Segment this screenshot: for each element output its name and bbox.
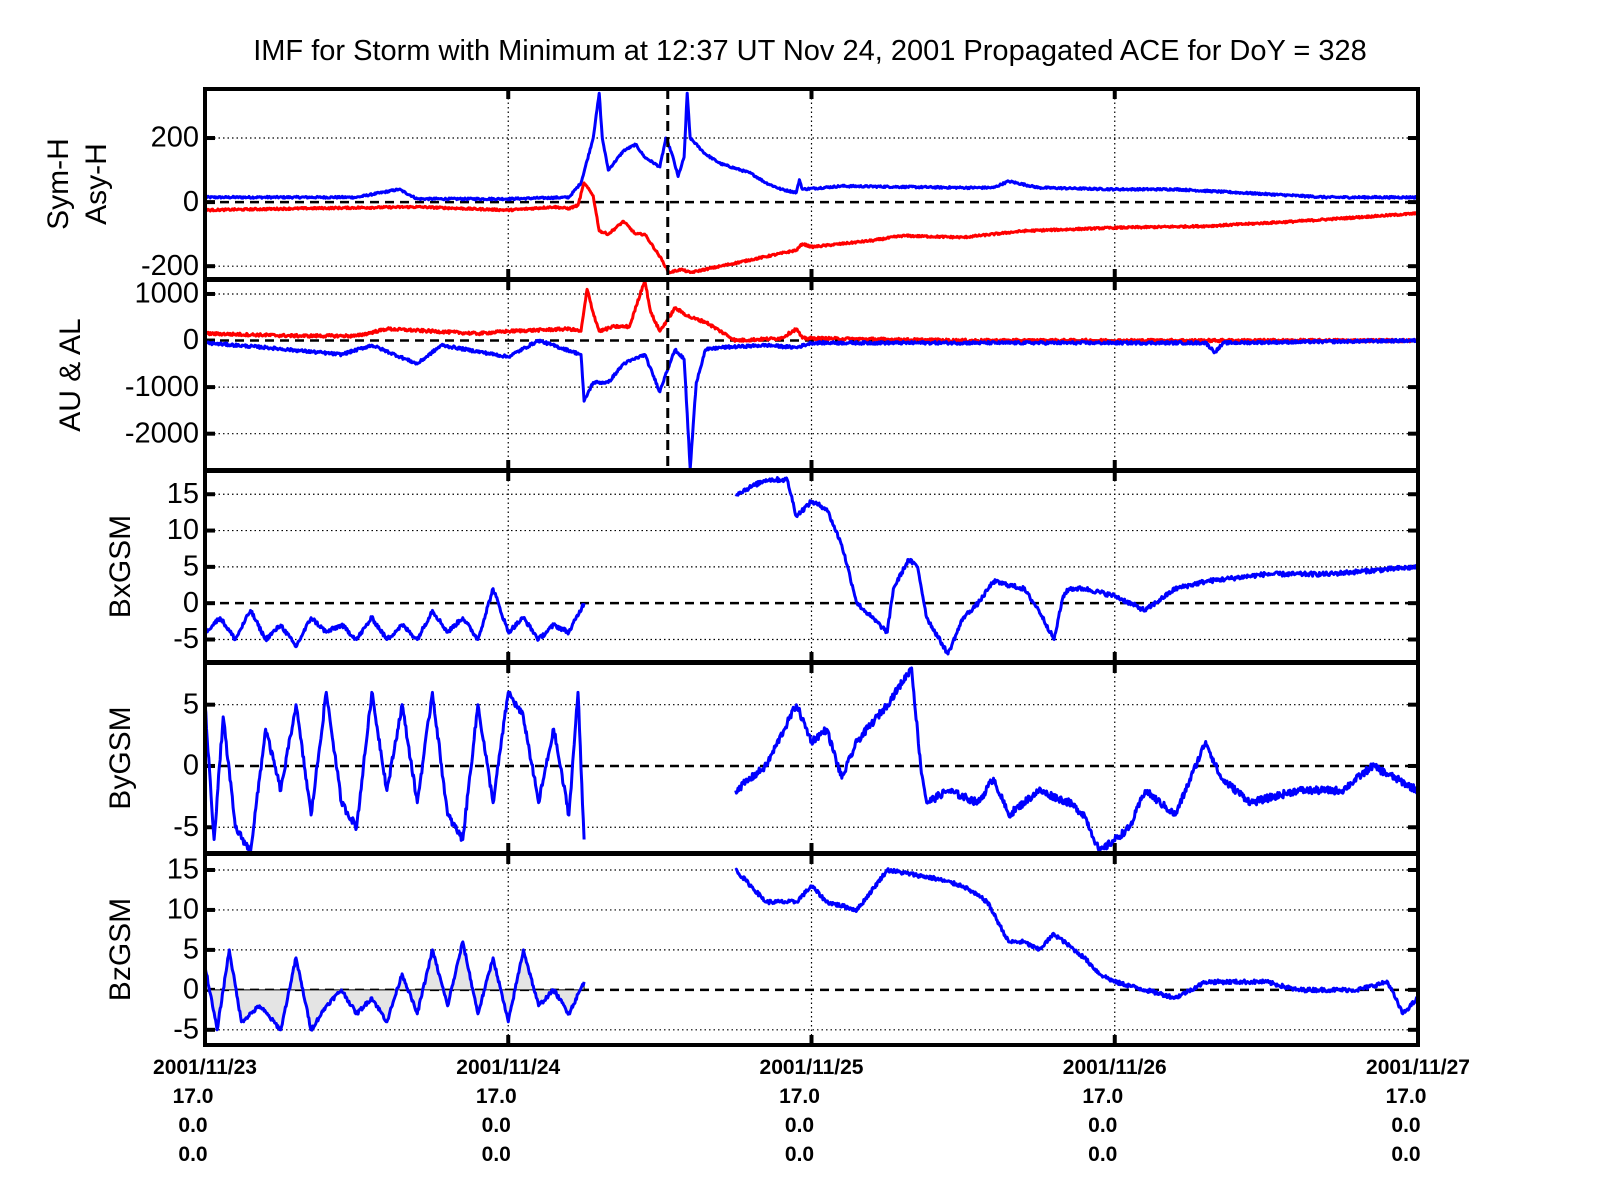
x-tick-sub-label: 0.0 xyxy=(785,1143,814,1166)
series-line-by-late- xyxy=(734,666,1418,853)
x-tick-sub-label: 0.0 xyxy=(785,1114,814,1137)
series-line-bx-early- xyxy=(205,587,586,649)
y-tick-label: 0 xyxy=(183,974,199,1006)
series-line-bz-late- xyxy=(734,867,1418,1016)
x-tick-sub-label: 17.0 xyxy=(173,1085,214,1108)
x-tick-sub-label: 0.0 xyxy=(482,1143,511,1166)
y-tick-label: 10 xyxy=(167,514,199,546)
series-line-au xyxy=(205,280,1418,344)
y-tick-label: 1000 xyxy=(134,278,199,310)
y-tick-label: -2000 xyxy=(125,417,199,449)
x-tick-date-label: 2001/11/27 xyxy=(1366,1056,1470,1079)
panel-frame xyxy=(203,852,1420,1047)
x-tick-sub-label: 0.0 xyxy=(1391,1143,1420,1166)
series-line-bx-late- xyxy=(734,476,1418,656)
y-tick-label: 0 xyxy=(183,750,199,782)
panel-2: 15 10 5 0 -5 BxGSM xyxy=(104,469,1420,664)
series-line-by-early- xyxy=(205,690,586,853)
y-axis-label: Asy-H xyxy=(80,143,113,225)
series-group xyxy=(205,666,1418,853)
y-axis-label: AU & AL xyxy=(54,318,87,431)
x-tick-date-label: 2001/11/24 xyxy=(456,1056,560,1079)
panel-3: 5 0 -5 ByGSM xyxy=(104,661,1420,855)
x-tick-sub-label: 17.0 xyxy=(1082,1085,1123,1108)
y-tick-label: 15 xyxy=(167,478,199,510)
x-tick-date-label: 2001/11/25 xyxy=(760,1056,864,1079)
x-tick-sub-label: 17.0 xyxy=(1386,1085,1427,1108)
series-line-bz-early- xyxy=(205,940,586,1032)
chart-title: IMF for Storm with Minimum at 12:37 UT N… xyxy=(253,35,1367,67)
x-tick-sub-label: 0.0 xyxy=(1391,1114,1420,1137)
y-axis-label: BzGSM xyxy=(104,898,137,1001)
y-tick-label: -200 xyxy=(141,250,199,282)
series-group xyxy=(205,476,1418,656)
series-group xyxy=(205,91,1418,275)
x-tick-sub-label: 0.0 xyxy=(1088,1114,1117,1137)
panel-0: 200 0 -200 Sym-H Asy-H xyxy=(42,87,1420,282)
series-group xyxy=(205,867,1418,1032)
x-tick-sub-label: 17.0 xyxy=(779,1085,820,1108)
series-group xyxy=(205,280,1418,470)
series-line-al xyxy=(205,337,1418,470)
y-tick-label: -5 xyxy=(173,623,199,655)
y-tick-label: 0 xyxy=(183,587,199,619)
y-axis-label: ByGSM xyxy=(104,706,137,809)
y-tick-label: -1000 xyxy=(125,371,199,403)
series-line-asy-h xyxy=(205,91,1418,202)
x-tick-sub-label: 0.0 xyxy=(1088,1143,1117,1166)
y-tick-label: 5 xyxy=(183,934,199,966)
y-tick-label: -5 xyxy=(173,811,199,843)
y-tick-label: 0 xyxy=(183,324,199,356)
y-tick-label: 15 xyxy=(167,854,199,886)
series-fill xyxy=(205,940,585,1032)
y-tick-label: 200 xyxy=(151,122,199,154)
x-axis-labels: 2001/11/23 17.0 0.0 0.0 2001/11/24 17.0 0.0 0.0… xyxy=(153,1056,1470,1166)
x-tick-sub-label: 17.0 xyxy=(476,1085,517,1108)
panel-4: 15 10 5 0 -5 BzGSM xyxy=(104,852,1420,1047)
y-tick-label: -5 xyxy=(173,1013,199,1045)
x-tick-date-label: 2001/11/26 xyxy=(1063,1056,1167,1079)
y-tick-label: 5 xyxy=(183,688,199,720)
series-line-sym-h xyxy=(205,181,1418,275)
panel-1: 1000 0 -1000 -2000 AU & AL xyxy=(54,278,1420,472)
x-tick-sub-label: 0.0 xyxy=(482,1114,511,1137)
y-tick-label: 10 xyxy=(167,894,199,926)
y-tick-label: 5 xyxy=(183,551,199,583)
x-tick-date-label: 2001/11/23 xyxy=(153,1056,257,1079)
y-axis-label: Sym-H xyxy=(42,138,75,230)
x-tick-sub-label: 0.0 xyxy=(178,1143,207,1166)
y-tick-label: 0 xyxy=(183,186,199,218)
x-tick-sub-label: 0.0 xyxy=(178,1114,207,1137)
y-axis-label: BxGSM xyxy=(104,515,137,618)
